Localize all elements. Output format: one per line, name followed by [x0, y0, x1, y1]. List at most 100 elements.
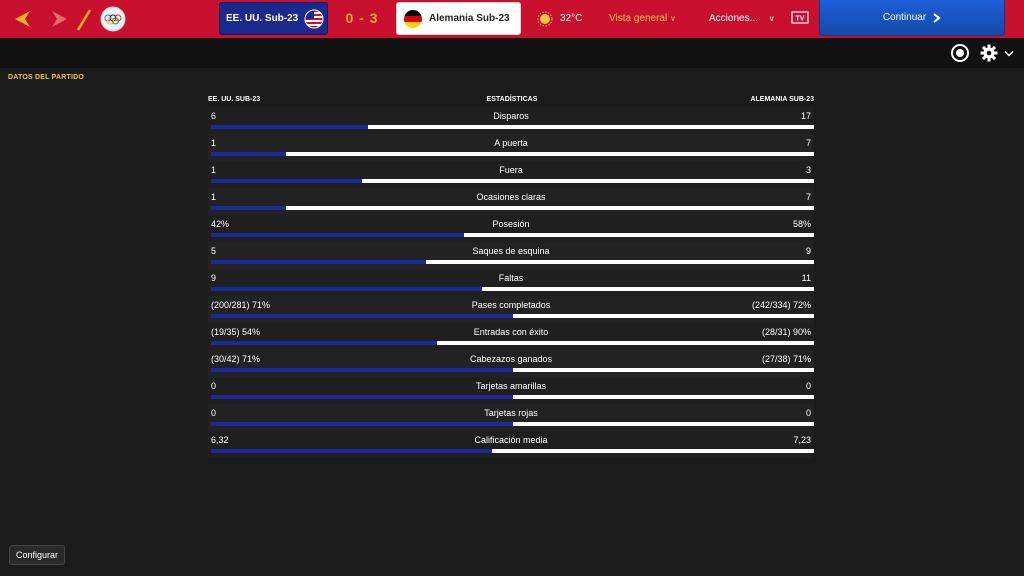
stat-home-bar-fill [211, 260, 427, 264]
stat-away-value: 7 [805, 138, 811, 148]
stat-label: Disparos [493, 111, 529, 121]
stat-home-value: (30/42) 71% [211, 354, 261, 364]
stat-comparison-bar [211, 314, 814, 318]
stat-comparison-bar [211, 125, 814, 129]
stat-home-value: (200/281) 71% [211, 300, 271, 310]
chevron-right-icon [933, 12, 941, 23]
stat-home-bar-fill [211, 341, 438, 345]
stats-column-header: ESTADÍSTICAS [486, 96, 538, 103]
continue-label: Continuar [882, 12, 927, 23]
stat-home-bar-fill [211, 449, 492, 453]
away-team-name: Alemania Sub-23 [429, 13, 510, 24]
stat-home-value: 1 [211, 138, 217, 148]
stat-home-value: 6,32 [211, 435, 229, 445]
stat-home-value: 6 [211, 111, 217, 121]
stat-comparison-bar [211, 152, 814, 156]
sun-icon [537, 11, 553, 27]
stat-label: Calificación media [474, 435, 548, 445]
stat-comparison-bar [211, 179, 814, 183]
view-dropdown[interactable]: Vista general ∨ [609, 13, 676, 24]
stat-label: Posesión [492, 219, 530, 229]
stat-away-value: 0 [805, 381, 811, 391]
tv-icon[interactable]: TV [791, 11, 809, 25]
stat-row: (19/35) 54% Entradas con éxito (28/31) 90% [208, 323, 814, 350]
forward-arrow-icon[interactable] [50, 9, 70, 29]
continue-button[interactable]: Continuar [819, 0, 1005, 36]
stat-comparison-bar [211, 422, 814, 426]
stat-away-value: 11 [801, 273, 811, 283]
configure-label: Configurar [15, 550, 59, 560]
stat-comparison-bar [211, 206, 814, 210]
actions-dropdown[interactable]: Acciones... ∨ [709, 13, 775, 24]
home-team-name: EE. UU. Sub-23 [226, 13, 299, 24]
stat-row: 1 A puerta 7 [208, 134, 814, 161]
stat-home-bar-fill [211, 125, 368, 129]
chevron-down-icon: ∨ [669, 14, 676, 23]
stat-row: 6,32 Calificación media 7,23 [208, 431, 814, 458]
stat-label: Tarjetas rojas [484, 408, 538, 418]
stat-away-value: 17 [800, 111, 811, 121]
stat-label: Cabezazos ganados [469, 354, 553, 364]
stat-home-value: 9 [211, 273, 217, 283]
stat-away-value: (242/334) 72% [751, 300, 811, 310]
germany-flag-icon [404, 9, 422, 28]
stat-label: Tarjetas amarillas [475, 381, 547, 391]
stat-home-value: 0 [211, 381, 217, 391]
top-bar: EE. UU. Sub-23 0 - 3 Aleman [0, 0, 1024, 39]
stat-away-value: 7,23 [793, 435, 811, 445]
stat-home-value: 1 [211, 192, 217, 202]
away-team-button[interactable]: Alemania Sub-23 [396, 2, 521, 35]
sub-header [0, 38, 1024, 68]
stat-away-value: (27/38) 71% [761, 354, 811, 364]
usa-flag-icon [304, 9, 324, 28]
stat-home-bar-fill [211, 395, 513, 399]
stat-home-value: 1 [211, 165, 217, 175]
away-column-header: ALEMANIA SUB-23 [750, 96, 814, 103]
stat-away-value: 7 [805, 192, 811, 202]
stat-home-bar-fill [211, 422, 513, 426]
temperature: 32°C [560, 13, 583, 24]
stat-away-value: 0 [805, 408, 811, 418]
stat-away-value: 9 [805, 246, 811, 256]
stat-row: 0 Tarjetas rojas 0 [208, 404, 814, 431]
home-column-header: EE. UU. SUB-23 [208, 96, 261, 103]
stat-row: 1 Ocasiones claras 7 [208, 188, 814, 215]
stat-label: Fuera [499, 165, 523, 175]
actions-dropdown-label: Acciones... [709, 13, 758, 24]
stat-row: 6 Disparos 17 [208, 107, 814, 134]
chevron-down-icon[interactable] [1004, 50, 1014, 58]
tv-icon-label: TV [796, 16, 805, 23]
stat-comparison-bar [211, 368, 814, 372]
stat-label: Saques de esquina [472, 246, 550, 256]
stat-comparison-bar [211, 449, 814, 453]
stat-label: Pases completados [471, 300, 551, 310]
separator-slash-icon [76, 9, 92, 31]
stat-row: 42% Posesión 58% [208, 215, 814, 242]
stat-home-bar-fill [211, 179, 362, 183]
stat-comparison-bar [211, 395, 814, 399]
stat-comparison-bar [211, 260, 814, 264]
stat-comparison-bar [211, 233, 814, 237]
stat-comparison-bar [211, 341, 814, 345]
stat-away-value: (28/31) 90% [761, 327, 811, 337]
stat-home-value: (19/35) 54% [211, 327, 261, 337]
gear-icon[interactable] [980, 44, 998, 62]
stat-home-bar-fill [211, 152, 287, 156]
stat-home-bar-fill [211, 233, 465, 237]
home-team-button[interactable]: EE. UU. Sub-23 [219, 2, 328, 35]
stat-away-value: 58% [792, 219, 811, 229]
stat-home-bar-fill [211, 206, 287, 210]
stat-label: Entradas con éxito [473, 327, 549, 337]
stat-row: (200/281) 71% Pases completados (242/334) … [208, 296, 814, 323]
stat-row: 5 Saques de esquina 9 [208, 242, 814, 269]
stat-home-value: 5 [211, 246, 217, 256]
match-score: 0 - 3 [345, 10, 379, 26]
stat-row: 1 Fuera 3 [208, 161, 814, 188]
competition-logo-icon [100, 6, 126, 32]
chevron-down-icon: ∨ [768, 14, 775, 23]
back-arrow-icon[interactable] [12, 9, 32, 29]
stat-home-value: 0 [211, 408, 217, 418]
record-circle-icon[interactable] [950, 43, 970, 63]
stat-comparison-bar [211, 287, 814, 291]
configure-button[interactable]: Configurar [9, 545, 65, 565]
